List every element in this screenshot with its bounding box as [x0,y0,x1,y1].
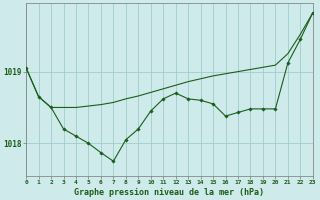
X-axis label: Graphe pression niveau de la mer (hPa): Graphe pression niveau de la mer (hPa) [75,188,264,197]
